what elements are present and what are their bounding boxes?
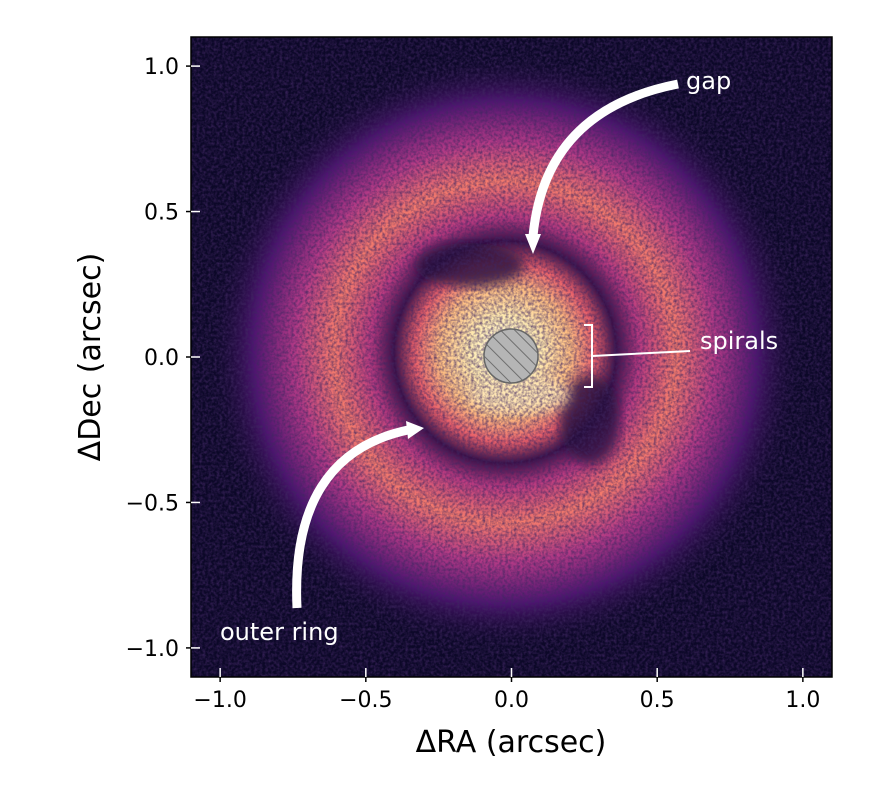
annotation: spirals (700, 327, 778, 355)
y-tick-label: −0.5 (126, 491, 179, 516)
x-tick-label: 0.0 (494, 688, 529, 713)
y-axis-label: ΔDec (arcsec) (73, 253, 108, 462)
image (191, 37, 832, 677)
y-tick-label: 0.5 (144, 201, 179, 226)
annotation-arrows (292, 79, 691, 609)
annotation: outer ring (220, 618, 339, 646)
y-tick-label: 0.0 (144, 346, 179, 371)
x-tick-label: −0.5 (339, 688, 392, 713)
coronagraph-mask (483, 328, 539, 384)
x-tick-label: 1.0 (785, 688, 820, 713)
x-tick-label: −1.0 (193, 688, 246, 713)
y-tick-label: −1.0 (126, 637, 179, 662)
x-axis-label: ΔRA (arcsec) (416, 725, 607, 760)
x-tick-label: 0.5 (640, 688, 675, 713)
annotation: gap (686, 67, 731, 95)
y-tick-label: 1.0 (144, 55, 179, 80)
